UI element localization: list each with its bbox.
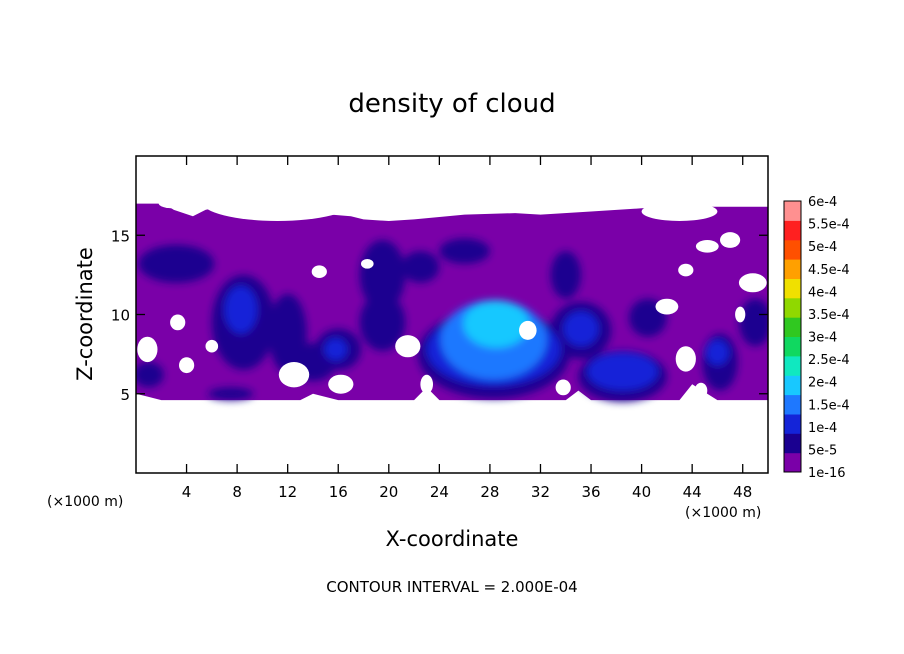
x-axis-ticks: 4 8 12 16 20 24 28 32 36 40 44 48 [182, 156, 752, 501]
x-tick-label: 8 [232, 483, 242, 501]
colorbar-swatch [784, 259, 801, 279]
colorbar-swatch [784, 201, 801, 221]
colorbar-label: 4.5e-4 [808, 263, 850, 278]
clear-gap [201, 183, 354, 221]
colorbar-label: 3.5e-4 [808, 308, 850, 323]
density-region [401, 251, 440, 283]
density-region [224, 285, 258, 334]
x-tick-label: 20 [379, 483, 398, 501]
x-tick-label: 32 [531, 483, 550, 501]
clear-gap [420, 374, 434, 394]
colorbar-label: 1e-4 [808, 421, 837, 436]
chart-title: density of cloud [348, 89, 555, 119]
colorbar-swatch [784, 355, 801, 376]
density-region [359, 293, 406, 351]
clear-gap [641, 202, 718, 221]
clear-gap [328, 374, 354, 394]
density-region [359, 240, 406, 310]
colorbar-swatch [784, 239, 801, 260]
clear-gap [675, 346, 696, 372]
density-region [463, 300, 530, 348]
clear-gap [738, 273, 767, 293]
clear-gap [695, 240, 719, 253]
colorbar-label: 4e-4 [808, 285, 837, 300]
colorbar-swatch [784, 297, 801, 318]
clear-gap [311, 265, 327, 279]
y-axis-ticks: 5 10 15 [111, 227, 768, 404]
y-axis-title: Z-coordinate [73, 247, 97, 381]
colorbar-label: 2e-4 [808, 376, 837, 391]
clear-gap [278, 362, 310, 388]
clear-gap [205, 339, 219, 353]
colorbar-label: 5e-4 [808, 240, 837, 255]
x-tick-label: 48 [733, 483, 752, 501]
clear-gap [519, 320, 537, 340]
x-tick-label: 16 [329, 483, 348, 501]
y-tick-label: 15 [111, 227, 130, 245]
density-region [587, 352, 658, 391]
density-region [563, 311, 599, 347]
x-unit-label-left: (×1000 m) [47, 494, 123, 510]
x-tick-label: 36 [581, 483, 600, 501]
colorbar-label: 2.5e-4 [808, 353, 850, 368]
clear-gap [735, 306, 746, 323]
density-region [550, 251, 581, 299]
density-region [138, 244, 215, 283]
density-region [324, 338, 348, 361]
colorbar-swatch [784, 336, 801, 357]
colorbar-swatch [784, 413, 801, 434]
clear-gap [720, 232, 741, 248]
x-tick-label: 28 [480, 483, 499, 501]
colorbar-swatch [784, 317, 801, 337]
x-unit-label-right: (×1000 m) [685, 505, 761, 521]
x-tick-label: 40 [632, 483, 651, 501]
y-tick-label: 10 [111, 307, 130, 325]
x-axis-title: X-coordinate [386, 527, 519, 551]
contour-interval-note: CONTOUR INTERVAL = 2.000E-04 [326, 578, 577, 596]
cloud-gap-layer [137, 183, 767, 399]
colorbar-label: 1.5e-4 [808, 398, 850, 413]
clear-gap [361, 259, 374, 269]
clear-gap [158, 198, 190, 209]
colorbar-swatch [784, 452, 801, 473]
colorbar-frame [783, 200, 802, 473]
colorbar-label: 1e-16 [808, 466, 846, 481]
clear-gap [555, 379, 571, 396]
cloud-level-layer [136, 238, 768, 402]
colorbar-label: 6e-4 [808, 195, 837, 210]
density-region [439, 238, 490, 264]
colorbar-label: 3e-4 [808, 331, 837, 346]
colorbar-swatch [784, 278, 801, 299]
clear-gap [137, 336, 158, 363]
x-tick-label: 4 [182, 483, 192, 501]
density-region [208, 387, 254, 401]
density-region [136, 362, 164, 388]
x-tick-label: 12 [278, 483, 297, 501]
colorbar-swatch [784, 375, 801, 396]
plot-area [136, 183, 768, 402]
y-tick-label: 5 [120, 386, 130, 404]
colorbar-swatch [784, 220, 801, 241]
x-tick-label: 44 [683, 483, 702, 501]
clear-gap [694, 382, 708, 399]
density-region [706, 339, 729, 366]
colorbar: 1e-16 5e-5 1e-4 1.5e-4 2e-4 2.5e-4 3e-4 3.5e-4 4… [783, 195, 850, 481]
colorbar-label: 5.5e-4 [808, 218, 850, 233]
clear-gap [170, 314, 186, 331]
clear-gap [678, 263, 694, 277]
density-region [739, 298, 768, 347]
clear-gap [395, 335, 421, 358]
colorbar-swatch [784, 394, 801, 415]
x-tick-label: 24 [430, 483, 449, 501]
clear-gap [179, 357, 195, 374]
colorbar-label: 5e-5 [808, 443, 837, 458]
colorbar-swatch [784, 433, 801, 454]
clear-gap [655, 298, 679, 315]
